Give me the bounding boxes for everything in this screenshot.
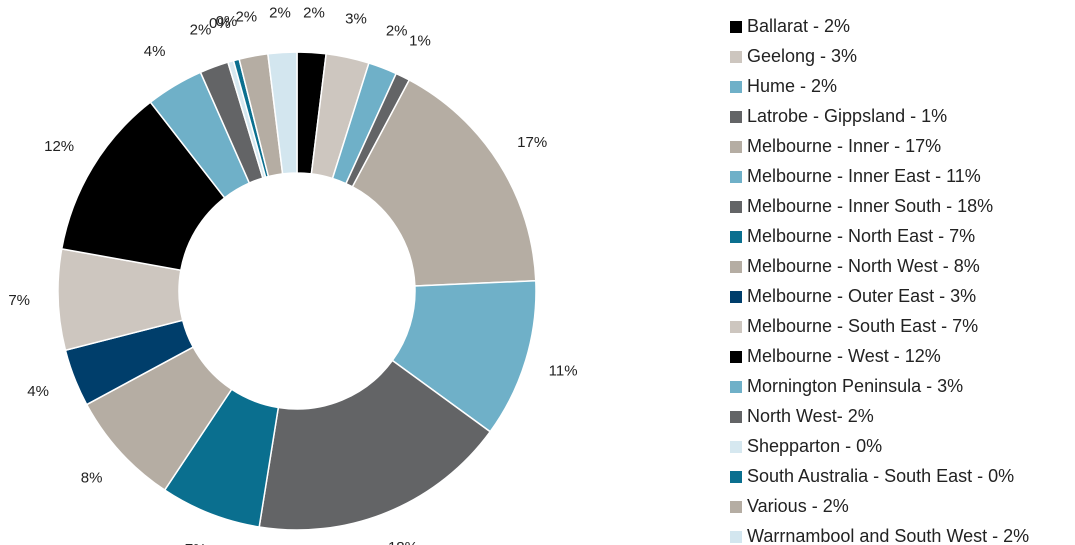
legend-swatch [730, 141, 742, 153]
data-label: 1% [409, 33, 431, 50]
legend-swatch [730, 441, 742, 453]
legend-label: Melbourne - North West - 8% [747, 256, 980, 276]
legend-label: Melbourne - West - 12% [747, 346, 941, 366]
data-label: 2% [190, 21, 212, 38]
legend-label: Shepparton - 0% [747, 436, 882, 456]
legend-swatch [730, 531, 742, 543]
legend-label: Melbourne - South East - 7% [747, 316, 978, 336]
legend-swatch [730, 81, 742, 93]
slice [258, 359, 492, 531]
legend-swatch [730, 501, 742, 513]
data-label: 3% [345, 10, 367, 27]
legend-swatch [730, 351, 742, 363]
data-label: 4% [144, 43, 166, 60]
slice [351, 78, 537, 287]
legend-label: North West- 2% [747, 406, 874, 426]
legend-swatch [730, 231, 742, 243]
legend-label: Mornington Peninsula - 3% [747, 376, 963, 396]
legend-label: South Australia - South East - 0% [747, 466, 1014, 486]
legend-label: Ballarat - 2% [747, 16, 850, 36]
data-label: 2% [303, 4, 325, 21]
data-label: 0% [216, 13, 238, 30]
legend-label: Melbourne - Inner South - 18% [747, 196, 993, 216]
slice [267, 51, 298, 175]
legend-swatch [730, 471, 742, 483]
legend-label: Various - 2% [747, 496, 849, 516]
legend-label: Melbourne - Inner - 17% [747, 136, 941, 156]
legend-label: Warrnambool and South West - 2% [747, 526, 1029, 545]
legend-swatch [730, 201, 742, 213]
data-label: 12% [44, 138, 74, 155]
legend-swatch [730, 51, 742, 63]
legend-label: Melbourne - Inner East - 11% [747, 166, 981, 186]
legend-label: Hume - 2% [747, 76, 837, 96]
legend-label: Melbourne - Outer East - 3% [747, 286, 976, 306]
data-label: 17% [517, 134, 547, 151]
data-label: 2% [269, 4, 291, 21]
data-label: 18% [388, 539, 418, 545]
legend-label: Geelong - 3% [747, 46, 857, 66]
data-label: 8% [81, 469, 103, 486]
legend-swatch [730, 171, 742, 183]
legend-label: Melbourne - North East - 7% [747, 226, 975, 246]
data-label: 0% [209, 15, 231, 32]
legend-swatch [730, 291, 742, 303]
data-label: 2% [235, 9, 257, 26]
data-label: 2% [386, 22, 408, 39]
legend-swatch [730, 261, 742, 273]
data-label: 7% [185, 541, 207, 545]
legend-swatch [730, 411, 742, 423]
legend-swatch [730, 321, 742, 333]
data-label: 11% [549, 362, 578, 379]
legend-swatch [730, 111, 742, 123]
legend-swatch [730, 381, 742, 393]
data-label: 7% [8, 292, 30, 309]
legend-swatch [730, 21, 742, 33]
data-label: 4% [27, 383, 49, 400]
legend-label: Latrobe - Gippsland - 1% [747, 106, 947, 126]
